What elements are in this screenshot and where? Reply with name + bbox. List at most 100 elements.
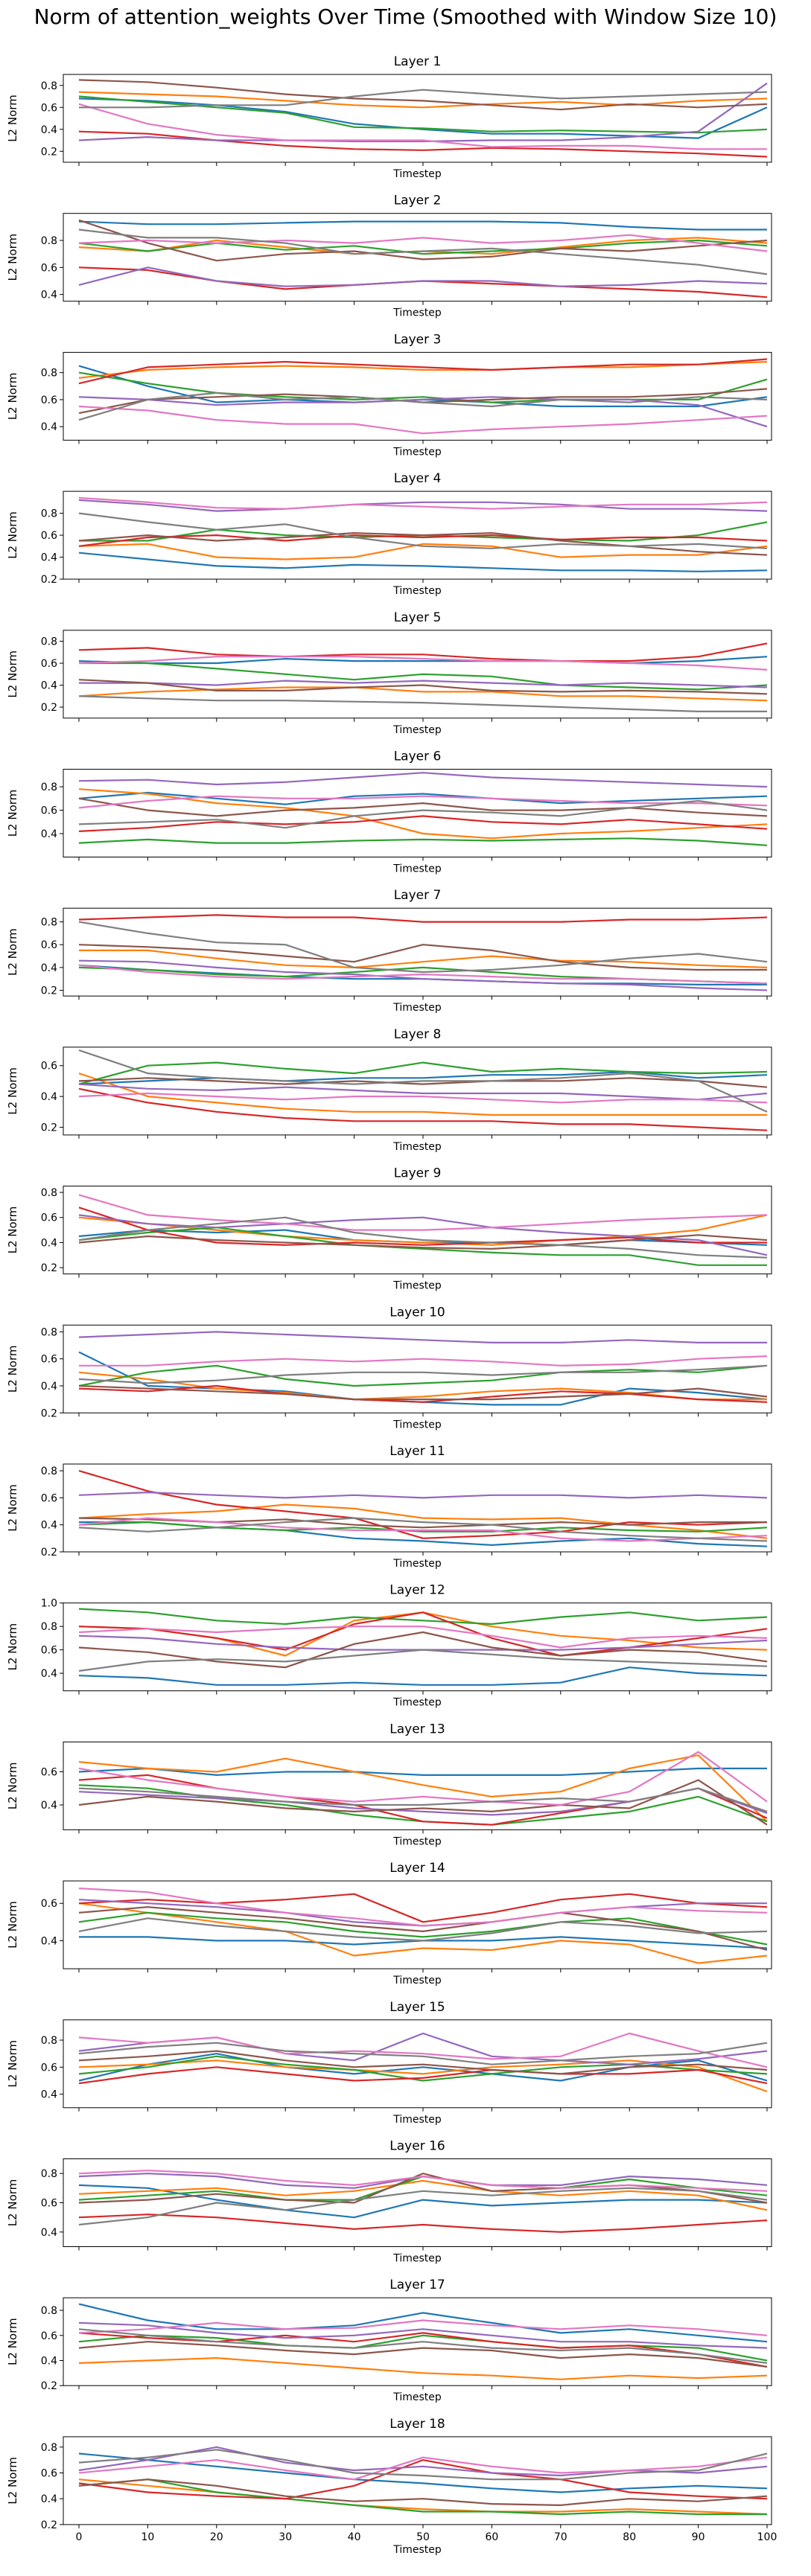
series-line <box>78 1754 768 1823</box>
x-axis-label: Timestep <box>392 2253 442 2265</box>
y-tick-label: 0.8 <box>41 2305 57 2317</box>
series-line <box>78 1779 768 1826</box>
series-line <box>78 642 768 662</box>
y-tick-label: 0.4 <box>41 1668 57 1680</box>
series-line <box>78 405 768 435</box>
series-line <box>78 1517 768 1542</box>
series-line <box>78 239 768 255</box>
subplot-title: Layer 18 <box>389 2417 445 2432</box>
y-axis-label: L2 Norm <box>6 1623 19 1671</box>
series-line <box>78 1787 768 1812</box>
y-tick-label: 0.2 <box>41 985 57 997</box>
series-line <box>78 2341 768 2368</box>
series-line <box>78 396 768 428</box>
y-tick-label: 0.4 <box>41 2089 57 2101</box>
y-axis-label: L2 Norm <box>6 790 19 837</box>
axes-frame <box>63 1463 772 1553</box>
series-line <box>78 552 768 572</box>
y-tick-label: 0.6 <box>41 1898 57 1910</box>
x-axis-label: Timestep <box>392 168 442 180</box>
y-tick-label: 0.4 <box>41 680 57 692</box>
x-axis-label: Timestep <box>392 307 442 319</box>
x-tick-label: 90 <box>692 2531 705 2543</box>
y-axis-label: L2 Norm <box>6 1762 19 1810</box>
series-line <box>78 543 768 560</box>
y-axis-label: L2 Norm <box>6 1067 19 1115</box>
y-tick-label: 0.6 <box>41 805 57 817</box>
subplot-title: Layer 4 <box>394 471 442 486</box>
y-tick-label: 0.8 <box>41 2168 57 2180</box>
series-line <box>78 532 768 556</box>
subplot-title: Layer 13 <box>389 1722 445 1736</box>
y-tick-label: 0.6 <box>41 2467 57 2479</box>
series-line <box>78 2459 768 2500</box>
series-line <box>78 391 768 421</box>
series-line <box>78 1611 768 1657</box>
y-tick-label: 0.4 <box>41 2493 57 2505</box>
y-tick-label: 0.8 <box>41 235 57 247</box>
series-line <box>78 1666 768 1686</box>
series-line <box>78 799 768 829</box>
series-line <box>78 921 768 974</box>
y-tick-label: 0.6 <box>41 1354 57 1366</box>
series-line <box>78 228 768 275</box>
y-tick-label: 0.6 <box>41 1492 57 1504</box>
x-axis-label: Timestep <box>392 1002 442 1014</box>
series-line <box>78 944 767 971</box>
series-line <box>78 1626 768 1649</box>
x-tick-label: 20 <box>210 2531 223 2543</box>
axes-frame <box>63 1602 772 1692</box>
axes-frame <box>63 74 772 163</box>
y-tick-label: 0.8 <box>41 1621 57 1633</box>
series-line <box>78 1227 767 1266</box>
series-line <box>79 1936 768 1949</box>
y-axis-label: L2 Norm <box>6 1346 19 1393</box>
series-line <box>78 795 768 809</box>
x-axis-label: Timestep <box>392 863 442 875</box>
y-tick-label: 0.2 <box>41 1122 57 1134</box>
series-line <box>78 1503 768 1539</box>
series-line <box>78 2053 768 2082</box>
series-line <box>78 1087 768 1131</box>
series-line <box>78 791 768 805</box>
series-line <box>78 2032 768 2068</box>
y-tick-label: 0.6 <box>41 1766 57 1778</box>
y-tick-label: 0.6 <box>41 2198 57 2210</box>
series-line <box>78 1893 768 1923</box>
axes-frame <box>63 213 772 302</box>
y-axis-label: L2 Norm <box>6 1901 19 1949</box>
x-axis-label: Timestep <box>392 585 442 597</box>
series-line <box>78 130 768 158</box>
figure-title: Norm of attention_weights Over Time (Smo… <box>34 4 777 29</box>
series-line <box>78 1384 768 1403</box>
series-line <box>78 2328 768 2364</box>
x-tick-label: 0 <box>76 2531 83 2543</box>
series-line <box>78 1364 768 1387</box>
x-axis-label: Timestep <box>392 2391 442 2403</box>
x-tick-label: 10 <box>141 2531 154 2543</box>
series-line <box>78 686 768 702</box>
y-axis-label: L2 Norm <box>6 234 19 281</box>
y-axis-label: L2 Norm <box>6 928 19 976</box>
series-line <box>78 1649 768 1672</box>
series-line <box>78 1917 768 1942</box>
axes-frame <box>63 1741 772 1830</box>
series-line <box>78 1767 767 1776</box>
series-line <box>78 1216 768 1259</box>
y-tick-label: 0.8 <box>41 1187 57 1199</box>
subplot-title: Layer 10 <box>389 1305 445 1320</box>
series-line <box>78 1194 768 1231</box>
y-tick-label: 0.6 <box>41 658 57 670</box>
subplot-title: Layer 9 <box>394 1166 442 1181</box>
series-line <box>78 1077 768 1088</box>
series-line <box>78 1521 768 1533</box>
series-line <box>78 266 768 287</box>
axes-frame <box>63 351 772 441</box>
subplot-title: Layer 16 <box>389 2139 445 2154</box>
series-line <box>78 2303 768 2343</box>
y-tick-label: 0.4 <box>41 552 57 564</box>
series-line <box>78 79 768 111</box>
series-line <box>78 82 768 143</box>
x-axis-label: Timestep <box>392 1141 442 1153</box>
